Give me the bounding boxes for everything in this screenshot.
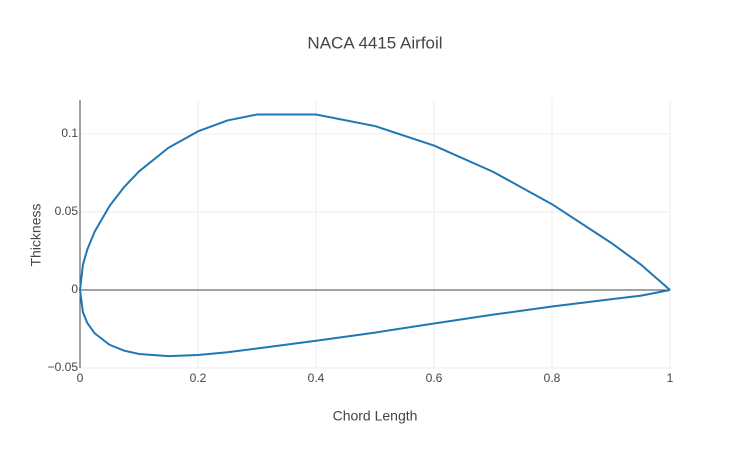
x-axis-title: Chord Length <box>333 408 418 424</box>
x-tick-label: 0 <box>77 371 84 385</box>
x-tick-label: 0.2 <box>190 371 207 385</box>
x-tick-label: 1 <box>667 371 674 385</box>
y-axis-title: Thickness <box>28 203 44 266</box>
chart-title: NACA 4415 Airfoil <box>307 33 442 52</box>
x-tick-label: 0.4 <box>308 371 325 385</box>
airfoil-line <box>79 113 671 358</box>
y-tick-label: −0.05 <box>48 360 79 374</box>
x-tick-label: 0.6 <box>426 371 443 385</box>
y-tick-label: 0.05 <box>55 204 79 218</box>
y-tick-label: 0 <box>71 282 78 296</box>
x-tick-label: 0.8 <box>544 371 561 385</box>
y-tick-label: 0.1 <box>61 126 78 140</box>
